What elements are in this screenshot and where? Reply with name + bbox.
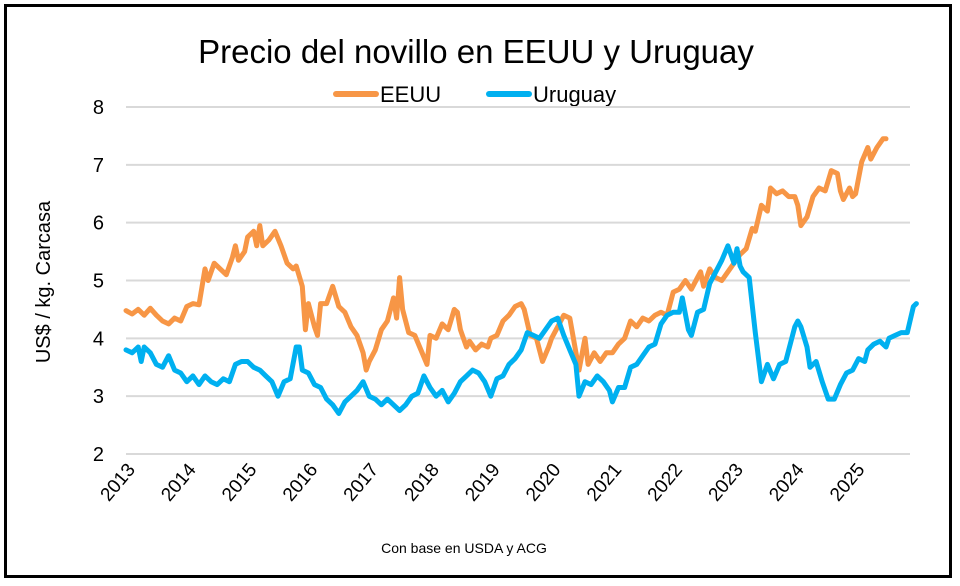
x-tick-2016: 2016 — [279, 460, 322, 506]
x-tick-2019: 2019 — [461, 460, 504, 506]
chart-title: Precio del novillo en EEUU y Uruguay — [198, 33, 754, 70]
x-tick-2025: 2025 — [826, 460, 869, 506]
x-tick-2015: 2015 — [218, 460, 261, 506]
series-lines — [123, 136, 919, 416]
gridlines — [126, 106, 910, 455]
y-tick-8: 8 — [93, 97, 104, 119]
y-tick-3: 3 — [93, 386, 104, 408]
y-tick-labels: 2 3 4 5 6 7 8 — [93, 97, 104, 466]
chart-frame — [4, 4, 952, 578]
source-note: Con base en USDA y ACG — [381, 540, 547, 556]
x-tick-2023: 2023 — [705, 460, 748, 506]
x-tick-2024: 2024 — [765, 459, 809, 505]
y-tick-5: 5 — [93, 271, 104, 293]
legend-label-eeuu: EEUU — [380, 82, 441, 107]
x-tick-2020: 2020 — [522, 460, 565, 506]
x-tick-2021: 2021 — [583, 460, 626, 506]
legend-label-uruguay: Uruguay — [533, 82, 616, 107]
x-tick-2017: 2017 — [340, 460, 383, 506]
series-line-eeuu — [123, 136, 889, 373]
y-axis-label: US$ / kg. Carcasa — [33, 200, 55, 363]
x-tick-2013: 2013 — [97, 460, 140, 506]
y-tick-4: 4 — [93, 328, 104, 350]
x-tick-2022: 2022 — [644, 460, 687, 506]
x-tick-2018: 2018 — [401, 460, 444, 506]
y-tick-2: 2 — [93, 444, 104, 466]
y-tick-7: 7 — [93, 155, 104, 177]
legend: EEUU Uruguay — [333, 82, 616, 107]
series-line-uruguay — [123, 243, 919, 416]
x-tick-labels: 2013 2014 2015 2016 2017 2018 2019 2020 2021 2022… — [97, 459, 870, 505]
x-tick-2014: 2014 — [157, 459, 201, 505]
y-tick-6: 6 — [93, 213, 104, 235]
